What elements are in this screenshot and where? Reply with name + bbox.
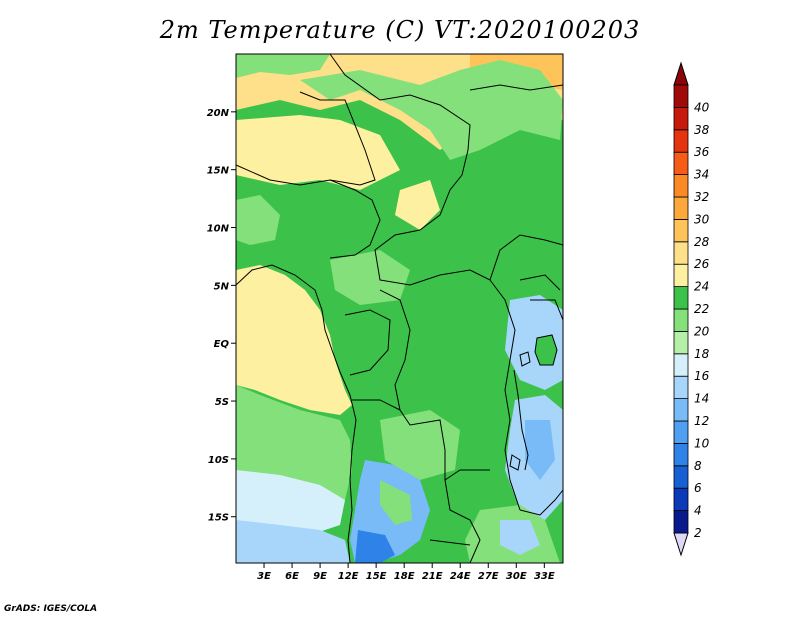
colorbar-label: 28 bbox=[694, 235, 710, 249]
colorbar-label: 16 bbox=[694, 369, 710, 383]
latitude-axis: 20N 15N 10N 5N EQ 5S 10S 15S bbox=[207, 108, 236, 524]
colorbar-swatch bbox=[673, 375, 689, 400]
colorbar-swatch bbox=[673, 174, 689, 198]
colorbar-label: 14 bbox=[694, 392, 709, 406]
lat-tick-label: EQ bbox=[214, 339, 230, 350]
lat-tick-label: 15N bbox=[207, 166, 230, 177]
lon-tick-label: 33E bbox=[534, 571, 555, 582]
colorbar-swatch bbox=[673, 84, 689, 108]
colorbar-label: 6 bbox=[694, 481, 702, 495]
colorbar-swatch bbox=[673, 308, 689, 332]
temperature-field bbox=[236, 54, 563, 563]
lon-tick-label: 18E bbox=[394, 571, 415, 582]
lon-tick-label: 24E bbox=[450, 571, 471, 582]
colorbar-label: 12 bbox=[694, 414, 709, 428]
grads-credit: GrADS: IGES/COLA bbox=[4, 604, 98, 614]
colorbar-swatch bbox=[673, 286, 689, 310]
colorbar-label: 38 bbox=[694, 123, 710, 137]
colorbar-over-arrow bbox=[673, 61, 689, 86]
colorbar-label: 40 bbox=[694, 100, 710, 114]
colorbar-swatch bbox=[673, 420, 689, 444]
colorbar-swatch bbox=[673, 465, 689, 489]
colorbar-under-arrow bbox=[673, 532, 689, 557]
colorbar-swatch bbox=[673, 218, 689, 243]
colorbar-label: 26 bbox=[694, 257, 710, 271]
colorbar-swatch bbox=[673, 263, 689, 288]
colorbar-label: 8 bbox=[694, 459, 702, 473]
lat-tick-label: 5S bbox=[215, 397, 229, 408]
colorbar-swatch bbox=[673, 129, 689, 153]
colorbar-label: 4 bbox=[694, 504, 702, 518]
colorbar-swatch bbox=[673, 196, 689, 220]
lon-tick-label: 6E bbox=[285, 571, 299, 582]
country-borders bbox=[235, 53, 564, 564]
colorbar-label: 20 bbox=[694, 324, 710, 338]
colorbar-label: 32 bbox=[694, 190, 709, 204]
lat-tick-label: 10S bbox=[208, 455, 229, 466]
colorbar-label: 36 bbox=[694, 145, 710, 159]
lon-tick-label: 9E bbox=[313, 571, 327, 582]
lat-tick-label: 20N bbox=[207, 108, 230, 119]
lon-tick-label: 12E bbox=[338, 571, 359, 582]
colorbar-swatch bbox=[673, 151, 689, 175]
map-frame bbox=[235, 53, 564, 564]
colorbar-swatch bbox=[673, 107, 689, 131]
colorbar-swatch bbox=[673, 241, 689, 265]
lon-tick-label: 15E bbox=[366, 571, 387, 582]
colorbar-label: 22 bbox=[694, 302, 709, 316]
colorbar-label: 30 bbox=[694, 212, 710, 226]
colorbar-swatch bbox=[673, 398, 689, 422]
longitude-axis: 3E 6E 9E 12E 15E 18E 21E 24E 27E 30E 33E bbox=[257, 563, 555, 582]
colorbar-label: 34 bbox=[694, 168, 709, 182]
colorbar-label: 24 bbox=[694, 280, 709, 294]
colorbar-label: 10 bbox=[694, 436, 710, 450]
lon-tick-label: 21E bbox=[422, 571, 443, 582]
colorbar-swatch bbox=[673, 442, 689, 467]
colorbar-label: 18 bbox=[694, 347, 710, 361]
colorbar-swatch bbox=[673, 353, 689, 377]
colorbar-swatch bbox=[673, 487, 689, 512]
lon-tick-label: 3E bbox=[257, 571, 271, 582]
colorbar-swatch bbox=[673, 330, 689, 355]
lon-tick-label: 30E bbox=[506, 571, 527, 582]
lat-tick-label: 10N bbox=[207, 224, 230, 235]
plot-title: 2m Temperature (C) VT:2020100203 bbox=[159, 16, 641, 44]
lon-tick-label: 27E bbox=[478, 571, 499, 582]
colorbar-label: 2 bbox=[694, 526, 702, 540]
colorbar-swatch bbox=[673, 510, 689, 534]
lat-tick-label: 15S bbox=[208, 513, 229, 524]
lat-tick-label: 5N bbox=[214, 281, 230, 292]
